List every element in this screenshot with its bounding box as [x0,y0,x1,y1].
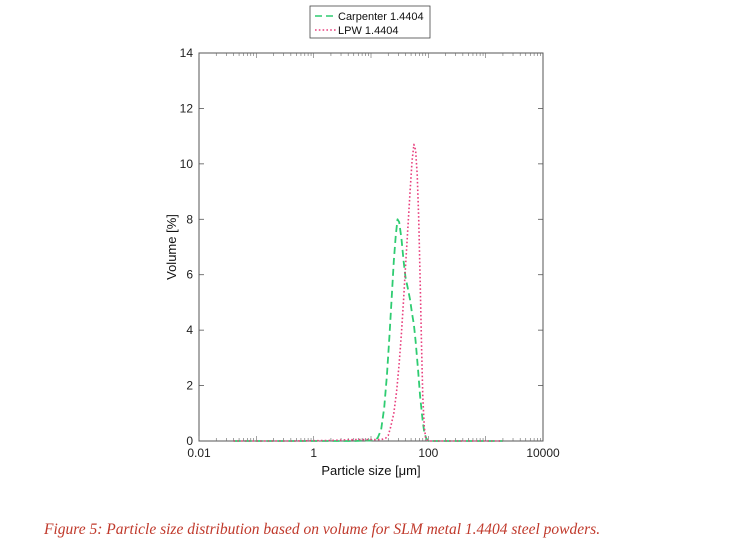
y-axis-label: Volume [%] [164,214,179,280]
legend-entry: LPW 1.4404 [338,25,399,37]
y-tick-label: 4 [186,323,193,337]
y-tick-label: 14 [180,46,194,60]
x-tick-label: 100 [418,446,438,460]
y-tick-label: 0 [186,434,193,448]
y-tick-label: 10 [180,157,194,171]
x-axis-label: Particle size [μm] [321,463,420,478]
legend: Carpenter 1.4404 LPW 1.4404 [309,5,431,39]
series-layer [233,143,503,442]
x-tick-label: 10000 [526,446,560,460]
x-tick-label: 0.01 [187,446,211,460]
series-line-0 [233,218,503,442]
figure-caption: Figure 5: Particle size distribution bas… [44,521,601,538]
series-line-1 [233,143,503,442]
plot-area [198,52,544,442]
y-tick-label: 12 [180,101,194,115]
chart: 0 2 4 6 8 10 12 14 0.01 1 100 10000 Volume [%] Par… [164,5,560,478]
y-tick-label: 8 [186,212,193,226]
minor-ticks [198,53,541,441]
y-axis: 0 2 4 6 8 10 12 14 [180,46,543,448]
y-tick-label: 2 [186,379,193,393]
legend-box [309,5,431,39]
legend-entry: Carpenter 1.4404 [338,11,424,23]
x-axis: 0.01 1 100 10000 [187,446,560,460]
x-tick-label: 1 [310,446,317,460]
y-tick-label: 6 [186,268,193,282]
